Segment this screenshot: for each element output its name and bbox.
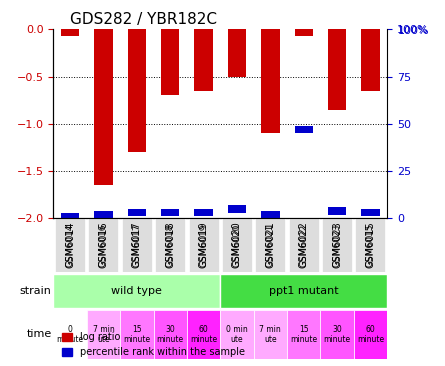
Text: GSM6019: GSM6019	[199, 224, 208, 267]
Bar	[61, 29, 79, 36]
Text: GSM6014: GSM6014	[65, 224, 75, 267]
Text: GSM6023: GSM6023	[332, 221, 342, 268]
Text: GSM6020: GSM6020	[232, 221, 242, 268]
FancyBboxPatch shape	[120, 310, 154, 359]
Text: 7 min
ute: 7 min ute	[259, 325, 281, 344]
FancyBboxPatch shape	[53, 274, 220, 308]
Bar	[361, 209, 380, 216]
Text: GSM6021: GSM6021	[265, 221, 275, 268]
Bar	[228, 29, 246, 76]
FancyBboxPatch shape	[55, 218, 85, 272]
Bar	[128, 209, 146, 216]
Text: GSM6019: GSM6019	[198, 221, 209, 268]
Text: GSM6021: GSM6021	[266, 224, 275, 267]
Text: 60
minute: 60 minute	[357, 325, 384, 344]
Text: 7 min
ute: 7 min ute	[93, 325, 114, 344]
Y-axis label: 100%: 100%	[398, 26, 430, 36]
Text: GSM6016: GSM6016	[98, 221, 109, 268]
Text: 15
minute: 15 minute	[290, 325, 317, 344]
FancyBboxPatch shape	[254, 310, 287, 359]
FancyBboxPatch shape	[155, 218, 185, 272]
FancyBboxPatch shape	[87, 310, 120, 359]
Bar	[61, 213, 79, 220]
Bar	[128, 29, 146, 152]
Legend: log ratio, percentile rank within the sample: log ratio, percentile rank within the sa…	[58, 329, 249, 361]
Text: GSM6023: GSM6023	[332, 224, 342, 267]
Text: GSM6017: GSM6017	[132, 224, 142, 267]
FancyBboxPatch shape	[89, 218, 118, 272]
Text: GSM6015: GSM6015	[365, 221, 376, 268]
FancyBboxPatch shape	[187, 310, 220, 359]
Bar	[261, 29, 279, 133]
Text: strain: strain	[20, 286, 52, 296]
FancyBboxPatch shape	[287, 310, 320, 359]
FancyBboxPatch shape	[189, 218, 218, 272]
Text: ppt1 mutant: ppt1 mutant	[269, 286, 339, 296]
Text: 60
minute: 60 minute	[190, 325, 217, 344]
Bar	[361, 29, 380, 91]
Text: GDS282 / YBR182C: GDS282 / YBR182C	[70, 12, 217, 27]
Bar	[94, 29, 113, 185]
FancyBboxPatch shape	[220, 310, 254, 359]
Bar	[295, 29, 313, 36]
Text: GSM6018: GSM6018	[165, 221, 175, 268]
FancyBboxPatch shape	[222, 218, 252, 272]
Text: GSM6018: GSM6018	[166, 224, 175, 267]
FancyBboxPatch shape	[320, 310, 354, 359]
Text: GSM6020: GSM6020	[232, 224, 242, 267]
Text: 0 min
ute: 0 min ute	[226, 325, 248, 344]
FancyBboxPatch shape	[154, 310, 187, 359]
Text: GSM6022: GSM6022	[299, 221, 309, 268]
FancyBboxPatch shape	[122, 218, 152, 272]
Text: time: time	[27, 329, 52, 339]
Bar	[94, 211, 113, 218]
Bar	[161, 29, 179, 96]
Text: 30
minute: 30 minute	[157, 325, 184, 344]
Text: GSM6017: GSM6017	[132, 221, 142, 268]
Text: GSM6014: GSM6014	[65, 221, 75, 268]
Bar	[295, 126, 313, 133]
Text: wild type: wild type	[111, 286, 162, 296]
Bar	[261, 211, 279, 218]
FancyBboxPatch shape	[356, 218, 385, 272]
FancyBboxPatch shape	[354, 310, 387, 359]
Bar	[194, 29, 213, 91]
FancyBboxPatch shape	[255, 218, 285, 272]
Text: 30
minute: 30 minute	[324, 325, 351, 344]
Bar	[328, 207, 346, 214]
Text: GSM6016: GSM6016	[99, 224, 108, 267]
Text: 0
minute: 0 minute	[57, 325, 84, 344]
FancyBboxPatch shape	[220, 274, 387, 308]
Text: GSM6015: GSM6015	[366, 224, 375, 267]
Bar	[228, 205, 246, 213]
FancyBboxPatch shape	[289, 218, 319, 272]
Text: GSM6022: GSM6022	[299, 224, 308, 267]
Bar	[194, 209, 213, 216]
Text: 15
minute: 15 minute	[123, 325, 150, 344]
Bar	[161, 209, 179, 216]
Bar	[328, 29, 346, 109]
FancyBboxPatch shape	[322, 218, 352, 272]
FancyBboxPatch shape	[53, 310, 87, 359]
